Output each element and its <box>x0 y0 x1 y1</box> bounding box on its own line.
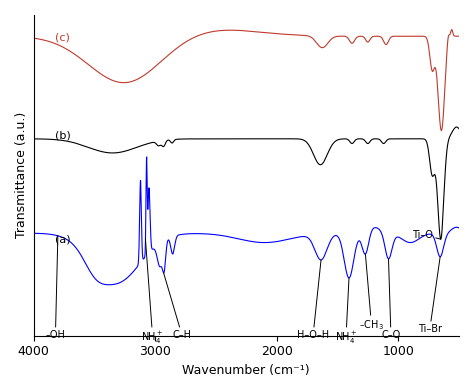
Text: –CH$_3$: –CH$_3$ <box>359 254 384 332</box>
Text: –OH: –OH <box>46 236 65 340</box>
Y-axis label: Transmittance (a.u.): Transmittance (a.u.) <box>15 112 28 238</box>
Text: C–O: C–O <box>381 259 401 340</box>
Text: H–O–H: H–O–H <box>297 260 329 340</box>
Text: (b): (b) <box>55 131 71 141</box>
Text: (a): (a) <box>55 234 71 245</box>
Text: Ti–O: Ti–O <box>412 230 441 240</box>
Text: (c): (c) <box>55 33 70 43</box>
Text: Ti–Br: Ti–Br <box>418 257 442 334</box>
X-axis label: Wavenumber (cm⁻¹): Wavenumber (cm⁻¹) <box>182 364 310 377</box>
Text: C–H: C–H <box>164 273 191 340</box>
Text: NH$_4^+$: NH$_4^+$ <box>335 278 357 346</box>
Text: NH$_4^+$: NH$_4^+$ <box>141 238 164 346</box>
